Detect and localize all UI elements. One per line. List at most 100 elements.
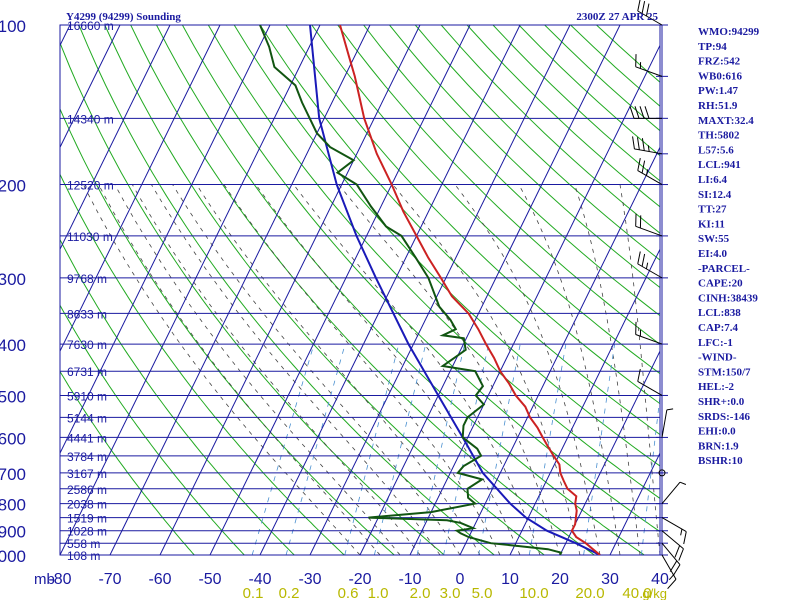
index-value: LCL:941 [698, 159, 741, 171]
isotherm-line [409, 44, 660, 555]
height-label: 12520 m [67, 179, 114, 193]
mixing-ratio-label: 2.0 [410, 585, 431, 600]
temperature-tick-label: -40 [248, 571, 271, 588]
index-value: BRN:1.9 [698, 440, 739, 452]
dewpoint-line [259, 25, 563, 555]
mixing-ratio-line [251, 343, 315, 555]
plot-frame [59, 24, 661, 556]
index-value: CAPE:20 [698, 278, 743, 290]
wind-barb [637, 0, 663, 26]
mixing-ratio-label: 0.6 [338, 585, 359, 600]
isotherm-line [509, 248, 660, 555]
height-label: 558 m [67, 537, 100, 551]
height-label: 3784 m [67, 450, 107, 464]
pressure-tick-label: 1000 [0, 547, 26, 566]
index-value: L57:5.6 [698, 144, 734, 156]
mixing-ratio-label: 3.0 [440, 585, 461, 600]
mixing-ratio-line [583, 344, 616, 555]
wind-barb [637, 251, 663, 279]
isotherm-line [609, 451, 660, 555]
index-value: CINH:38439 [698, 292, 758, 304]
pressure-tick-label: 100 [0, 17, 26, 36]
height-label: 1519 m [67, 512, 107, 526]
height-label: 1028 m [67, 525, 107, 539]
temperature-tick-label: 20 [551, 571, 569, 588]
wind-barb [635, 321, 663, 345]
wind-barb [661, 530, 684, 561]
mixing-ratio-line [443, 344, 489, 555]
index-value: PW:1.47 [698, 85, 739, 97]
height-label: 8633 m [67, 307, 107, 321]
mixing-ratio-line [373, 343, 427, 555]
pressure-tick-label: 800 [0, 496, 26, 515]
pressure-tick-label: 700 [0, 465, 26, 484]
index-value: LCL:838 [698, 307, 741, 319]
height-label: 3167 m [67, 467, 107, 481]
index-value: FRZ:542 [698, 56, 741, 68]
wind-barb [632, 136, 663, 155]
height-label: 16660 m [67, 19, 114, 33]
mixing-ratio-line [528, 344, 567, 555]
temperature-tick-label: -30 [298, 571, 321, 588]
height-label: 14340 m [67, 112, 114, 126]
height-label: 2038 m [67, 498, 107, 512]
temperature-tick-label: 10 [501, 571, 519, 588]
index-value: KI:11 [698, 218, 725, 230]
mixing-ratio-lines [251, 343, 660, 555]
mixing-ratio-label: 0.1 [243, 585, 264, 600]
mixing-ratio-line [478, 344, 521, 555]
mixing-ratio-unit: g/kg [642, 586, 667, 600]
index-value: SI:12.4 [698, 189, 732, 201]
index-value: LFC:-1 [698, 337, 733, 349]
pressure-tick-label: 500 [0, 387, 26, 406]
isotherm-line [209, 25, 471, 555]
temperature-tick-label: 40 [651, 571, 669, 588]
mixing-ratio-label: 1.0 [368, 585, 389, 600]
mixing-ratio-line [640, 393, 660, 555]
isotherm-line [559, 350, 660, 555]
pressure-tick-label: 600 [0, 429, 26, 448]
mixing-ratio-label: 5.0 [472, 585, 493, 600]
index-value: STM:150/7 [698, 366, 751, 378]
isotherm-line [60, 25, 321, 555]
wind-barb [661, 481, 687, 504]
index-value: CAP:7.4 [698, 322, 739, 334]
moist-adiabat-line [255, 184, 521, 555]
sounding-time: 2300Z 27 APR 25 [576, 11, 658, 23]
index-value: -PARCEL- [698, 263, 750, 275]
moist-adiabat-line [392, 184, 581, 555]
temperature-tick-label: -70 [98, 571, 121, 588]
pressure-tick-label: 300 [0, 270, 26, 289]
temperature-tick-label: -50 [198, 571, 221, 588]
isotherm-line [60, 25, 221, 353]
isotherm-line [159, 25, 421, 555]
index-value: EHI:0.0 [698, 426, 736, 438]
temperature-tick-label: -10 [398, 571, 421, 588]
pressure-tick-label: 400 [0, 336, 26, 355]
isotherms [60, 25, 660, 555]
height-label: 5144 m [67, 411, 107, 425]
wind-barb [658, 469, 666, 477]
index-value: TT:27 [698, 204, 727, 216]
moist-adiabat-line [172, 184, 461, 555]
mixing-ratio-line [285, 343, 346, 555]
height-label: 108 m [67, 549, 100, 563]
mixing-ratio-label: 10.0 [519, 585, 548, 600]
temperature-tick-label: 0 [456, 571, 465, 588]
wind-barb [637, 158, 663, 185]
height-label: 4441 m [67, 431, 107, 445]
temperature-tick-label: 30 [601, 571, 619, 588]
pressure-tick-label: 200 [0, 177, 26, 196]
index-value: WB0:616 [698, 70, 743, 82]
temperature-tick-label: -80 [48, 571, 71, 588]
height-label: 6731 m [67, 365, 107, 379]
height-label: 11030 m [67, 230, 113, 244]
isotherm-line [109, 25, 371, 555]
pressure-unit-label: mb [34, 571, 55, 588]
height-label: 5910 m [67, 389, 107, 403]
temperature-tick-label: -60 [148, 571, 171, 588]
mixing-ratio-line [344, 343, 400, 555]
mixing-ratio-label: 20.0 [575, 585, 604, 600]
index-value: HEL:-2 [698, 381, 735, 393]
index-value: RH:51.9 [698, 100, 738, 112]
